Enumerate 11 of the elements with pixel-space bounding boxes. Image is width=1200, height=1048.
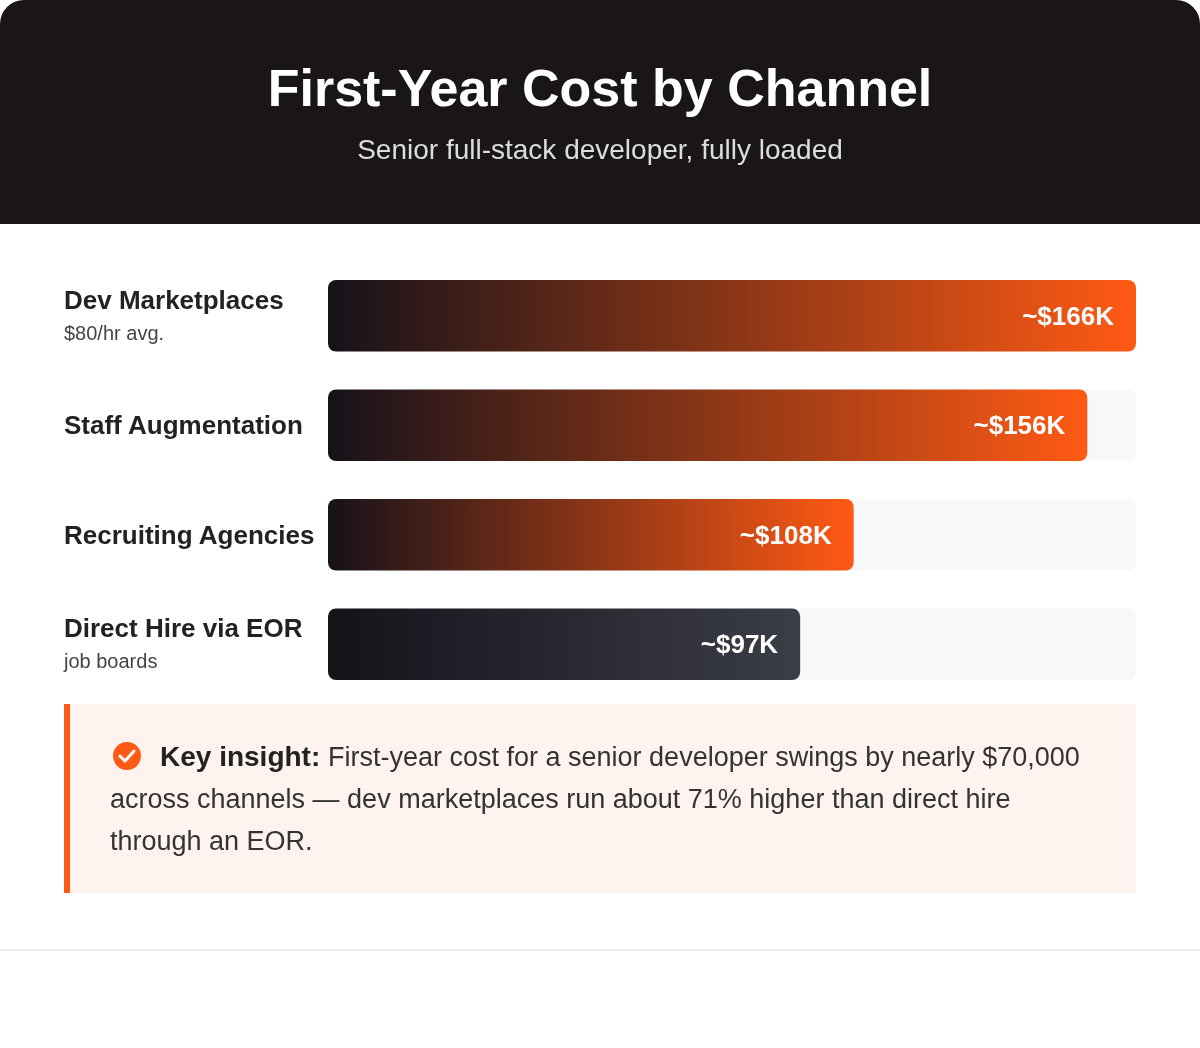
y-tick-label: Staff Augmentation [64, 410, 303, 441]
data-label: ~$97K [700, 629, 779, 660]
chart-subtitle: Senior full-stack developer, fully loaded [357, 134, 843, 165]
text: Key insight: First-year cost for a senior developer swings by nearly $70,000 across channels — dev marketplaces run about 71% higher than direct hire through an EOR. [110, 741, 1080, 856]
chart-title: First-Year Cost by Channel [267, 59, 933, 117]
y-tick-label: Dev Marketplaces $80/hr avg. [64, 284, 284, 344]
data-label: ~$108K [739, 519, 832, 550]
y-tick-label: Direct Hire via EOR job boards [63, 613, 303, 673]
data-label: ~$156K [973, 410, 1066, 441]
data-label: ~$166K [1022, 300, 1115, 331]
y-tick-label: Recruiting Agencies [64, 519, 315, 550]
